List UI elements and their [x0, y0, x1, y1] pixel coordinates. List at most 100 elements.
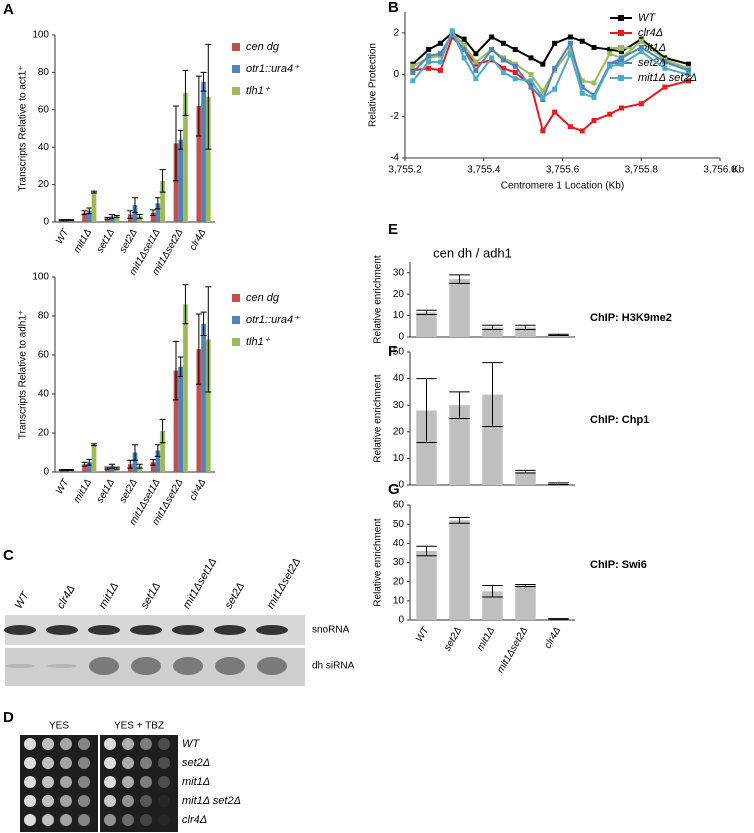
bar [482, 327, 503, 337]
legend-swatch [232, 294, 240, 302]
point [528, 72, 534, 78]
point [473, 59, 479, 65]
y-tick-label: 50 [393, 347, 405, 358]
spot [42, 757, 54, 769]
legend-marker [618, 15, 624, 21]
error-bar [104, 466, 111, 470]
y-tick-label: 50 [393, 519, 405, 530]
error-bar [132, 197, 138, 214]
point [619, 55, 625, 61]
bar [173, 370, 179, 472]
y-tick-label: 10 [393, 453, 405, 464]
bar [132, 452, 138, 472]
error-bar [68, 219, 75, 222]
point [512, 63, 518, 69]
band [47, 664, 77, 668]
error-bar [86, 458, 93, 466]
point [473, 67, 479, 73]
error-bar [91, 190, 98, 194]
error-bar [449, 274, 470, 284]
bar [105, 468, 110, 472]
spot [140, 814, 152, 826]
bar [137, 466, 143, 472]
point [686, 67, 691, 73]
y-tick-label: 100 [32, 272, 49, 283]
y-tick-label: 100 [32, 30, 49, 41]
spot [42, 738, 54, 750]
point [579, 78, 585, 84]
bar [91, 444, 97, 472]
error-bar [136, 214, 143, 219]
bar [114, 216, 120, 222]
y-tick-label: 80 [38, 311, 50, 322]
error-bar [200, 311, 207, 336]
strain-label: set2Δ [182, 757, 210, 769]
y-tick-label: 40 [38, 142, 50, 153]
panel-letter: D [3, 709, 14, 726]
point [607, 63, 613, 69]
error-bar [177, 356, 184, 377]
y-tick-label: 20 [393, 289, 405, 300]
y-tick-label: 30 [393, 267, 405, 278]
bar [91, 192, 97, 222]
annotation: ChIP: Swi6 [590, 559, 647, 571]
panel-letter: B [388, 0, 399, 16]
point [552, 65, 558, 71]
error-bar [515, 324, 536, 330]
spot [60, 776, 72, 788]
point [540, 95, 546, 101]
bar [482, 394, 503, 485]
y-axis-label: Relative Protection [368, 43, 379, 127]
y-axis-label: Relative enrichment [373, 255, 384, 344]
bar [196, 349, 202, 472]
spot [24, 757, 36, 769]
bar [416, 312, 437, 337]
panel-letter: C [3, 547, 14, 564]
bar [201, 81, 206, 222]
point [607, 47, 613, 53]
band-label: dh siRNA [312, 661, 355, 672]
point [619, 105, 625, 111]
bar [205, 339, 211, 472]
spot [104, 814, 116, 826]
bar [416, 410, 437, 485]
y-axis-label: Transcripts Relative to act1⁺ [18, 65, 29, 191]
panel-letter: E [388, 221, 398, 238]
bar [482, 591, 503, 620]
error-bar [205, 286, 212, 393]
error-bar [159, 169, 166, 193]
bar [109, 466, 115, 472]
spot [140, 757, 152, 769]
legend-marker [618, 45, 624, 51]
bar [449, 520, 470, 620]
error-bar [81, 210, 88, 216]
legend-marker [618, 30, 624, 36]
error-bar [548, 482, 569, 485]
error-bar [150, 458, 157, 466]
panel-letter: G [388, 481, 400, 498]
y-tick-label: 0 [398, 332, 404, 343]
bar [515, 585, 536, 620]
band [130, 625, 162, 635]
y-tick-label: 2 [393, 27, 399, 38]
point [591, 44, 597, 50]
bar [183, 92, 188, 222]
point [449, 32, 455, 38]
strain-label: WT [182, 738, 200, 750]
point [638, 49, 644, 55]
point [619, 49, 625, 55]
spot [24, 795, 36, 807]
point [540, 128, 546, 134]
spot [104, 757, 116, 769]
point [512, 76, 518, 82]
y-tick-label: -2 [390, 111, 399, 122]
bar [132, 205, 138, 222]
band [214, 625, 246, 635]
x-tick-label: 3,755.4 [467, 165, 501, 176]
bar [150, 462, 156, 472]
bar [515, 471, 536, 485]
point [461, 47, 467, 53]
point [591, 95, 597, 101]
y-tick-label: 20 [38, 428, 50, 439]
error-bar [136, 463, 143, 469]
